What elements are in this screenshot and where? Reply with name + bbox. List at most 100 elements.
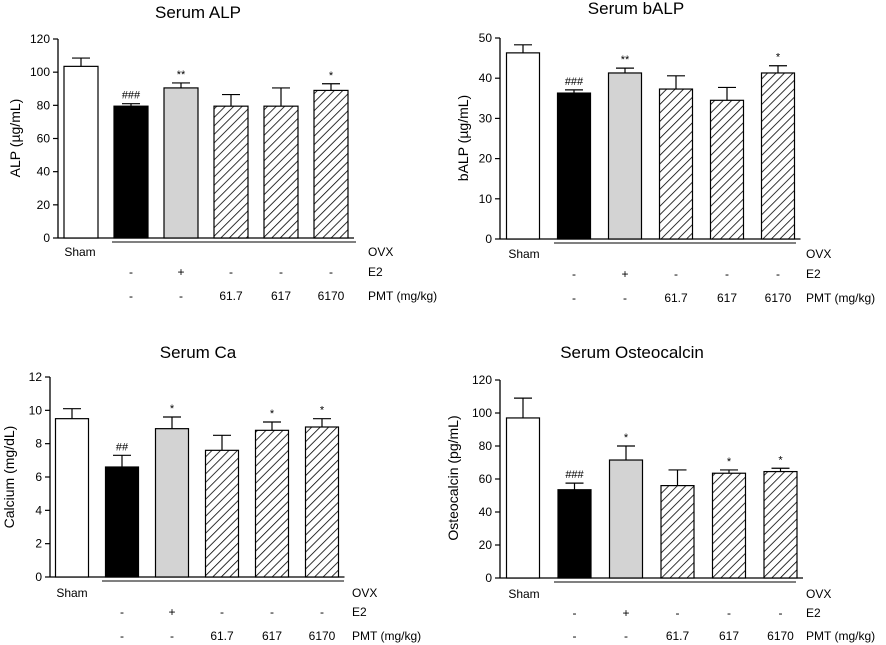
pmt-dose-mark: - [170, 629, 174, 643]
y-tick-label: 6 [35, 470, 42, 484]
pmt-dose-mark: 617 [719, 629, 739, 643]
y-tick-label: 12 [29, 370, 43, 384]
bar [263, 105, 299, 239]
e2-mark: - [129, 265, 133, 279]
significance-label: ### [122, 90, 141, 102]
bar [711, 472, 747, 579]
bar [709, 99, 745, 240]
significance-label: * [170, 403, 175, 415]
e2-mark: - [320, 605, 324, 619]
y-tick-label: 120 [472, 373, 492, 387]
plot-axes: 0 20 40 60 80 100 120 [472, 373, 803, 585]
e2-mark: + [622, 606, 629, 620]
y-tick-label: 50 [479, 31, 493, 45]
e2-mark: - [727, 606, 731, 620]
e2-mark: - [120, 605, 124, 619]
y-tick-label: 0 [485, 232, 492, 246]
e2-mark: - [270, 605, 274, 619]
pmt-dose-mark: 6170 [318, 289, 345, 303]
sham-label: Sham [508, 247, 539, 261]
bar [154, 428, 190, 578]
significance-label: ### [565, 469, 584, 481]
y-tick-label: 60 [37, 132, 51, 146]
bar [608, 459, 644, 579]
ovx-label: OVX [806, 587, 831, 601]
pmt-dose-mark: 61.7 [210, 629, 234, 643]
y-tick-label: 100 [472, 406, 492, 420]
pmt-dose-mark: - [120, 629, 124, 643]
bar [658, 88, 694, 240]
significance-label: * [320, 405, 325, 417]
pmt-dose-mark: 61.7 [664, 291, 688, 305]
e2-label: E2 [806, 606, 821, 620]
significance-label: ** [177, 69, 186, 81]
y-tick-label: 2 [35, 537, 42, 551]
y-tick-label: 0 [43, 231, 50, 245]
condition-table: Sham OVX E2 PMT (mg/kg) - + - - - - - 61.7 617 61… [64, 241, 437, 303]
e2-mark: - [573, 606, 577, 620]
e2-mark: - [674, 267, 678, 281]
panel-title: Serum Osteocalcin [560, 343, 704, 362]
panel-serum-osteocalcin: Serum Osteocalcin Osteocalcin (pg/mL) 0 2… [445, 343, 875, 643]
e2-mark: - [725, 267, 729, 281]
pmt-dose-mark: 61.7 [219, 289, 243, 303]
bar [313, 89, 349, 239]
sham-label: Sham [508, 587, 539, 601]
panel-title: Serum bALP [588, 0, 684, 18]
significance-label: * [727, 456, 732, 468]
pmt-dose-mark: - [624, 629, 628, 643]
y-axis-label: Osteocalcin (pg/mL) [445, 415, 461, 540]
pmt-dose-mark: - [573, 629, 577, 643]
bar [607, 72, 643, 240]
y-tick-label: 20 [37, 198, 51, 212]
plot-axes: 0 2 4 6 8 10 12 [29, 370, 345, 584]
pmt-dose-mark: - [572, 291, 576, 305]
pmt-label: PMT (mg/kg) [806, 629, 875, 643]
pmt-label: PMT (mg/kg) [352, 629, 421, 643]
significance-label: ### [565, 76, 584, 88]
bar [104, 466, 140, 578]
bar-series: ### * * * [505, 397, 798, 579]
y-tick-label: 80 [37, 98, 51, 112]
y-tick-label: 0 [35, 570, 42, 584]
panel-serum-balp: Serum bALP bALP (µg/mL) 0 10 20 30 40 50 ### *… [455, 0, 875, 305]
bar [304, 426, 340, 578]
pmt-dose-mark: - [179, 289, 183, 303]
e2-mark: - [779, 606, 783, 620]
condition-table: Sham OVX E2 PMT (mg/kg) - + - - - - - 61.7 617 61… [508, 242, 875, 305]
e2-mark: - [329, 265, 333, 279]
bar [213, 105, 249, 239]
e2-mark: - [776, 267, 780, 281]
ovx-label: OVX [352, 586, 377, 600]
ovx-label: OVX [368, 245, 393, 259]
bar [760, 72, 796, 240]
bar [556, 92, 592, 240]
e2-mark: - [676, 606, 680, 620]
significance-label: * [624, 432, 629, 444]
bar [204, 449, 240, 578]
plot-axes: 0 20 40 60 80 100 120 [30, 32, 354, 245]
condition-table: Sham OVX E2 PMT (mg/kg) - + - - - - - 61.7 617 61… [508, 581, 875, 643]
bar [505, 417, 541, 579]
significance-label: ** [621, 54, 630, 66]
y-tick-label: 40 [479, 71, 493, 85]
plot-axes: 0 10 20 30 40 50 [479, 31, 801, 246]
panel-serum-ca: Serum Ca Calcium (mg/dL) 0 2 4 6 8 10 12 ## * * *… [1, 343, 421, 643]
pmt-dose-mark: 617 [717, 291, 737, 305]
sham-label: Sham [56, 586, 87, 600]
e2-mark: - [572, 267, 576, 281]
bar-series: ###** * [505, 44, 796, 240]
y-tick-label: 60 [479, 472, 493, 486]
pmt-dose-mark: 617 [271, 289, 291, 303]
significance-label: * [778, 454, 783, 466]
e2-mark: + [168, 605, 175, 619]
bar [557, 489, 592, 579]
y-tick-label: 40 [37, 165, 51, 179]
significance-label: * [329, 70, 334, 82]
y-tick-label: 80 [479, 439, 493, 453]
y-tick-label: 10 [29, 403, 43, 417]
bar-series: ## * * * [54, 403, 340, 578]
bar [254, 429, 290, 578]
y-tick-label: 40 [479, 505, 493, 519]
